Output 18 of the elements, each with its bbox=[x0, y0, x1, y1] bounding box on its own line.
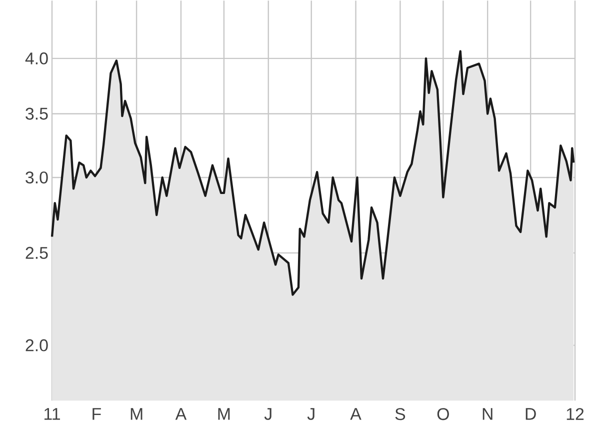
x-tick-label: O bbox=[437, 408, 449, 420]
y-tick-label: 4.0 bbox=[25, 52, 48, 65]
x-tick-label: 11 bbox=[44, 408, 60, 420]
x-tick-label: A bbox=[175, 408, 187, 420]
x-tick-label: N bbox=[482, 408, 492, 420]
x-tick-label: F bbox=[92, 408, 101, 420]
y-tick-label: 3.0 bbox=[26, 172, 48, 184]
x-tick-label: A bbox=[350, 408, 362, 420]
x-tick-label: 12 bbox=[566, 408, 584, 420]
x-tick-label: M bbox=[130, 408, 142, 420]
y-tick-label: 3.5 bbox=[26, 108, 48, 120]
x-tick-label: D bbox=[526, 408, 536, 420]
y-tick-label: 2.0 bbox=[26, 340, 48, 352]
x-tick-label: M bbox=[218, 408, 230, 420]
x-tick-label: J bbox=[264, 408, 272, 420]
y-tick-label: 2.5 bbox=[26, 247, 48, 260]
x-tick-label: J bbox=[307, 408, 314, 420]
x-tick-label: S bbox=[395, 408, 406, 420]
